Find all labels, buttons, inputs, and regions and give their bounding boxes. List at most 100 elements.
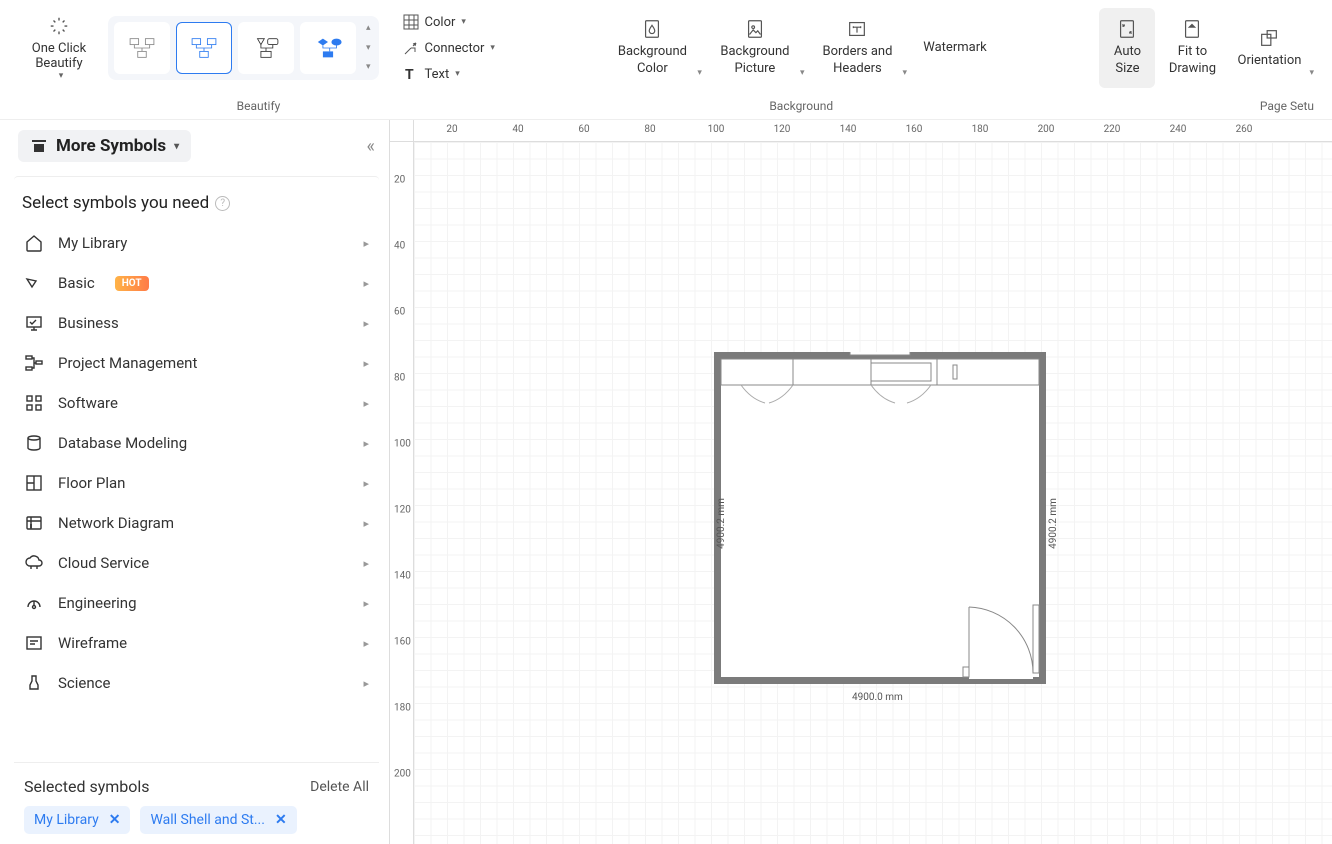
fit-drawing-button[interactable]: Fit to Drawing xyxy=(1159,8,1225,88)
chevron-right-icon: ▸ xyxy=(363,317,369,330)
category-floor-plan[interactable]: Floor Plan ▸ xyxy=(14,463,379,503)
borders-dropdown[interactable]: ▾ xyxy=(902,68,911,88)
ruler-tick: 20 xyxy=(446,124,457,135)
selected-chip: My Library ✕ xyxy=(24,806,130,834)
ruler-tick: 120 xyxy=(774,124,791,135)
connector-label: Connector xyxy=(425,41,485,56)
ruler-tick: 20 xyxy=(394,175,405,186)
group-beautify: One Click Beautify▾ ▴ ▾ ▾ Color▾ xyxy=(8,8,509,119)
category-engineering[interactable]: Engineering ▸ xyxy=(14,583,379,623)
orientation-icon xyxy=(1258,27,1280,49)
ruler-tick: 80 xyxy=(644,124,655,135)
chevron-right-icon: ▸ xyxy=(363,477,369,490)
dimension-bottom: 4900.0 mm xyxy=(852,692,903,703)
orientation-label: Orientation xyxy=(1238,53,1302,70)
category-label: Engineering xyxy=(58,594,137,612)
symbol-categories: Select symbols you need ? My Library▸Bas… xyxy=(14,176,379,762)
svg-text:T: T xyxy=(405,67,414,82)
category-cloud-service[interactable]: Cloud Service▸ xyxy=(14,543,379,583)
category-business[interactable]: Business ▸ xyxy=(14,303,379,343)
category-basic[interactable]: BasicHOT▸ xyxy=(14,263,379,303)
selected-chip: Wall Shell and St...✕ xyxy=(140,806,296,834)
bg-color-dropdown[interactable]: ▾ xyxy=(697,68,706,88)
border-text-icon xyxy=(846,18,868,40)
chevron-right-icon: ▸ xyxy=(363,277,369,290)
category-label: Business xyxy=(58,314,119,332)
bg-color-button[interactable]: Background Color xyxy=(607,8,697,88)
category-project-management[interactable]: Project Management▸ xyxy=(14,343,379,383)
thumb-up-icon[interactable]: ▴ xyxy=(366,24,371,33)
borders-button[interactable]: Borders and Headers xyxy=(812,8,902,88)
ruler-tick: 140 xyxy=(840,124,857,135)
group-page: Auto Size Fit to Drawing Orientation ▾ P… xyxy=(1093,8,1324,119)
category-label: Basic xyxy=(58,274,95,292)
chevron-right-icon: ▸ xyxy=(363,397,369,410)
text-icon: T xyxy=(403,66,419,82)
fit-label: Fit to Drawing xyxy=(1169,44,1216,78)
category-icon xyxy=(24,233,44,253)
main-area: More Symbols ▾ « Select symbols you need… xyxy=(0,120,1332,844)
ruler-tick: 180 xyxy=(394,703,411,714)
canvas-area[interactable]: 20406080100120140160180200220240260 2040… xyxy=(390,120,1332,844)
category-database-modeling[interactable]: Database Modeling▸ xyxy=(14,423,379,463)
ruler-tick: 200 xyxy=(394,769,411,780)
chip-remove-icon[interactable]: ✕ xyxy=(275,812,287,828)
floor-plan-drawing[interactable] xyxy=(714,352,1046,684)
borders-label: Borders and Headers xyxy=(822,44,892,78)
bg-picture-button[interactable]: Background Picture xyxy=(710,8,800,88)
beautify-style-2[interactable] xyxy=(176,22,232,74)
orientation-dropdown[interactable]: ▾ xyxy=(1309,68,1318,88)
thumb-menu-icon[interactable]: ▾ xyxy=(366,63,371,72)
chip-remove-icon[interactable]: ✕ xyxy=(109,812,121,828)
bg-picture-label: Background Picture xyxy=(720,44,789,78)
category-software[interactable]: Software▸ xyxy=(14,383,379,423)
text-menu[interactable]: T Text▾ xyxy=(403,62,495,86)
bg-picture-dropdown[interactable]: ▾ xyxy=(800,68,809,88)
page-image-icon xyxy=(744,18,766,40)
canvas-grid[interactable]: 4900.2 mm 4900.2 mm 4900.0 mm xyxy=(414,142,1332,844)
library-icon xyxy=(30,137,48,155)
one-click-beautify-button[interactable]: One Click Beautify▾ xyxy=(14,8,104,88)
chip-label: My Library xyxy=(34,812,99,828)
category-wireframe[interactable]: Wireframe▸ xyxy=(14,623,379,663)
delete-all-button[interactable]: Delete All xyxy=(310,779,369,795)
ruler-tick: 60 xyxy=(578,124,589,135)
chevron-right-icon: ▸ xyxy=(363,597,369,610)
more-symbols-button[interactable]: More Symbols ▾ xyxy=(18,130,191,162)
ruler-horizontal: 20406080100120140160180200220240260 xyxy=(414,120,1332,142)
color-menu[interactable]: Color▾ xyxy=(403,10,495,34)
category-my-library[interactable]: My Library▸ xyxy=(14,223,379,263)
sparkle-icon xyxy=(48,15,70,37)
category-icon xyxy=(24,633,44,653)
category-label: Floor Plan xyxy=(58,474,125,492)
category-science[interactable]: Science▸ xyxy=(14,663,379,703)
category-network-diagram[interactable]: Network Diagram▸ xyxy=(14,503,379,543)
collapse-sidebar-icon[interactable]: « xyxy=(367,136,375,157)
connector-menu[interactable]: Connector▾ xyxy=(403,36,495,60)
ruler-tick: 200 xyxy=(1038,124,1055,135)
auto-size-button[interactable]: Auto Size xyxy=(1099,8,1155,88)
ruler-tick: 40 xyxy=(512,124,523,135)
auto-size-label: Auto Size xyxy=(1114,44,1141,78)
selected-symbols-section: Selected symbols Delete All My Library✕W… xyxy=(14,762,379,844)
orientation-button[interactable]: Orientation xyxy=(1229,8,1309,88)
beautify-group-label: Beautify xyxy=(237,95,281,119)
ruler-tick: 260 xyxy=(1236,124,1253,135)
beautify-style-3[interactable] xyxy=(238,22,294,74)
beautify-thumbnails: ▴ ▾ ▾ xyxy=(108,16,379,80)
dimension-left: 4900.2 mm xyxy=(716,498,727,549)
help-icon[interactable]: ? xyxy=(215,196,230,211)
more-symbols-label: More Symbols xyxy=(56,136,166,156)
selected-symbols-heading: Selected symbols xyxy=(24,777,150,796)
ruler-tick: 80 xyxy=(394,373,405,384)
category-icon xyxy=(24,433,44,453)
thumb-down-icon[interactable]: ▾ xyxy=(366,44,371,53)
beautify-style-1[interactable] xyxy=(114,22,170,74)
beautify-style-4[interactable] xyxy=(300,22,356,74)
watermark-button[interactable]: Watermark xyxy=(915,8,995,88)
category-icon xyxy=(24,553,44,573)
color-label: Color xyxy=(425,15,456,30)
category-icon xyxy=(24,313,44,333)
chevron-right-icon: ▸ xyxy=(363,637,369,650)
category-icon xyxy=(24,273,44,293)
